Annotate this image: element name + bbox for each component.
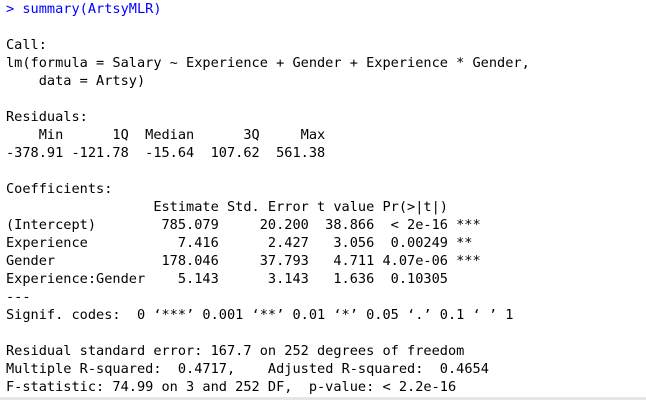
residuals-labels-row: Min 1Q Median 3Q Max (6, 127, 334, 143)
coefficient-row-gender: Gender 178.046 37.793 4.711 4.07e-06 *** (6, 253, 481, 269)
separator-line: --- (6, 289, 31, 305)
call-header: Call: (6, 37, 47, 53)
coefficients-column-headers: Estimate Std. Error t value Pr(>|t|) (6, 199, 481, 215)
coefficient-row-interaction: Experience:Gender 5.143 3.143 1.636 0.10… (6, 271, 481, 287)
r-squared-line: Multiple R-squared: 0.4717, Adjusted R-s… (6, 361, 498, 377)
coefficient-row-intercept: (Intercept) 785.079 20.200 38.866 < 2e-1… (6, 217, 481, 233)
call-formula-line: lm(formula = Salary ~ Experience + Gende… (6, 55, 530, 71)
signif-codes-line: Signif. codes: 0 ‘***’ 0.001 ‘**’ 0.01 ‘… (6, 307, 514, 323)
coefficients-header: Coefficients: (6, 181, 113, 197)
f-statistic-line: F-statistic: 74.99 on 3 and 252 DF, p-va… (6, 379, 457, 395)
residual-standard-error-line: Residual standard error: 167.7 on 252 de… (6, 343, 465, 359)
residuals-header: Residuals: (6, 109, 88, 125)
horizontal-scrollbar-edge[interactable] (0, 397, 646, 400)
call-data-line: data = Artsy) (6, 73, 146, 89)
r-console-output[interactable]: > summary(ArtsyMLR) Call: lm(formula = S… (6, 0, 642, 400)
residuals-values-row: -378.91 -121.78 -15.64 107.62 561.38 (6, 145, 334, 161)
coefficient-row-experience: Experience 7.416 2.427 3.056 0.00249 ** (6, 235, 481, 251)
console-input-line: > summary(ArtsyMLR) (6, 1, 162, 17)
